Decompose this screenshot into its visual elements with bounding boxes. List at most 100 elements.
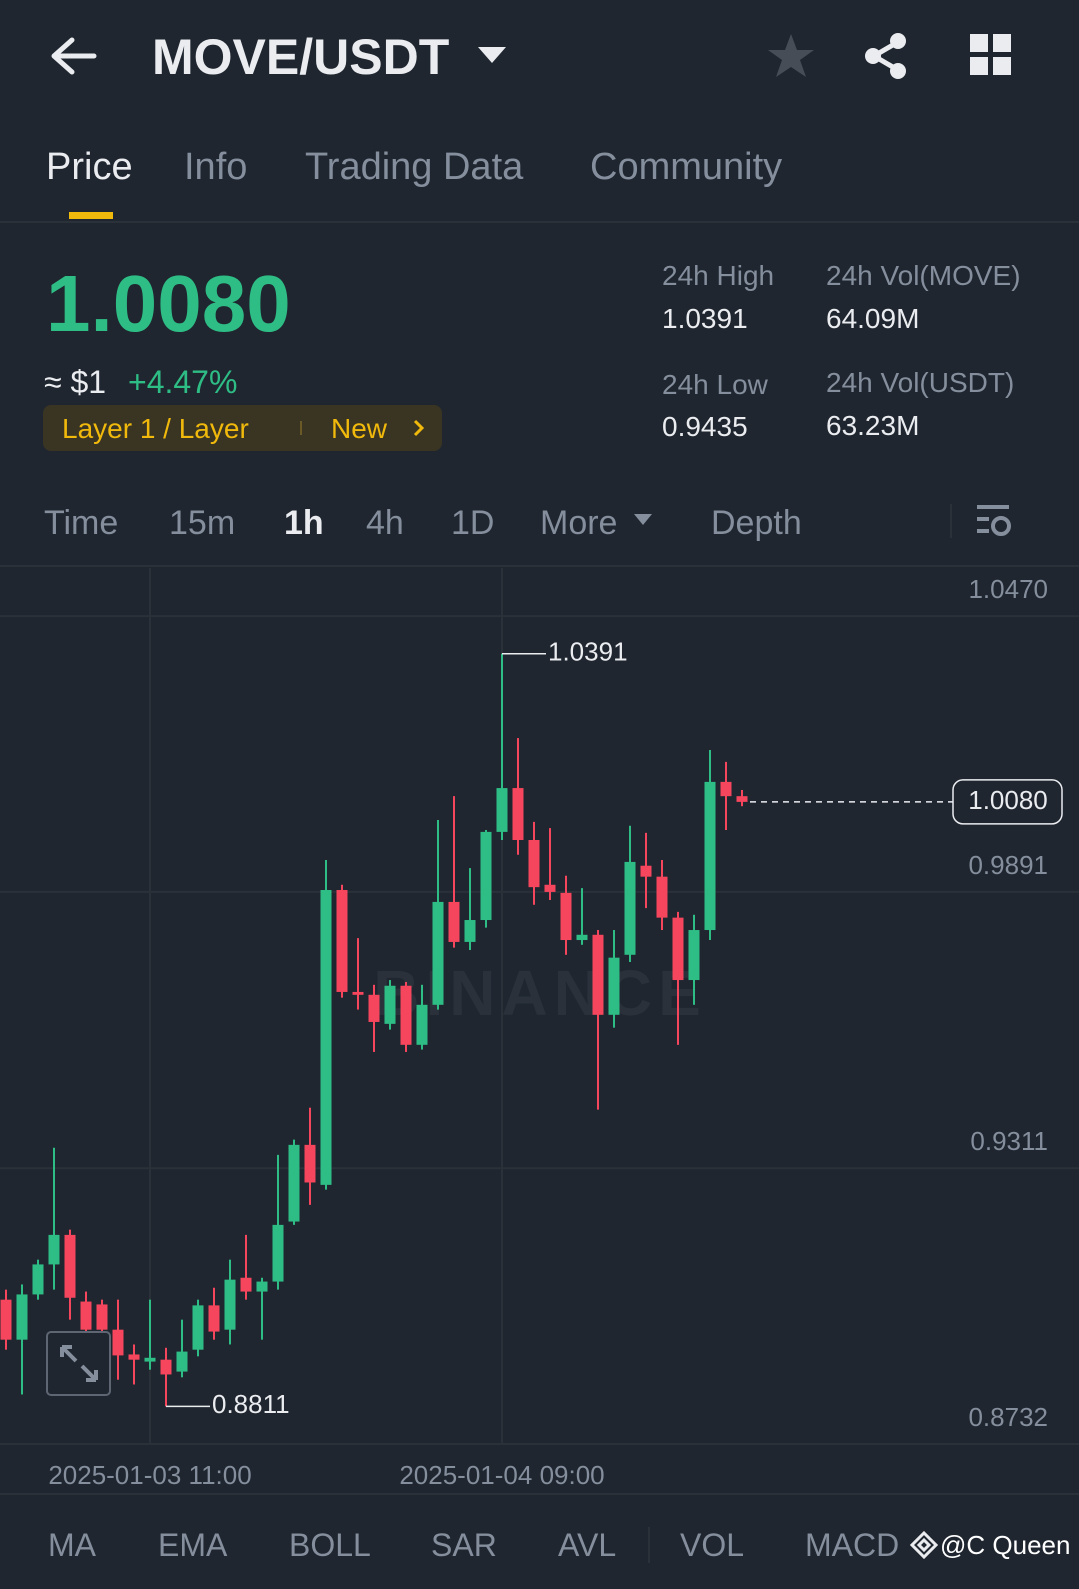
candle-body [208, 1305, 220, 1332]
candle-body [528, 839, 540, 888]
stat-value: 64.09M [826, 303, 920, 334]
chart-settings[interactable] [975, 502, 1013, 540]
indicator[interactable]: VOL [680, 1527, 745, 1563]
indicator[interactable]: AVL [558, 1527, 617, 1563]
tab[interactable]: Price [46, 146, 133, 188]
indicator[interactable]: MA [48, 1527, 96, 1563]
candle-body [640, 865, 652, 877]
candle-body [416, 1004, 428, 1045]
high-label: 1.0391 [548, 637, 628, 667]
candlestick-chart: BINANCE 1.0470 0.9891 0.9311 0.8732 2025-01-0… [0, 568, 1079, 1490]
candle-body [160, 1359, 172, 1375]
candle-body [352, 991, 364, 995]
tab[interactable]: Trading Data [305, 146, 524, 188]
usd-price: ≈ $1 [44, 364, 107, 400]
stat-label: 24h Vol(USDT) [826, 367, 1015, 398]
candle-body [224, 1279, 236, 1330]
expand-button[interactable] [46, 1331, 111, 1396]
interval[interactable]: 15m [169, 504, 236, 542]
expand-icon [60, 1345, 98, 1382]
candle-body [176, 1351, 188, 1372]
stat-value: 0.9435 [662, 411, 748, 442]
candle-body [64, 1234, 76, 1298]
separator [648, 1527, 650, 1563]
tag-box[interactable] [43, 405, 442, 451]
candle-body [512, 788, 524, 840]
candle-body [624, 861, 636, 955]
candle-body [656, 876, 668, 918]
interval[interactable]: Depth [711, 504, 802, 542]
candle-body [368, 994, 380, 1022]
interval[interactable]: Time [44, 504, 119, 542]
stat-value: 1.0391 [662, 303, 748, 334]
candle-body [544, 884, 556, 892]
tag-chevron [413, 419, 425, 437]
divider [0, 1493, 1079, 1495]
y-tick-label: 0.9891 [968, 850, 1048, 880]
candle-body [576, 934, 588, 941]
candle-body [736, 796, 748, 802]
last-price-box [952, 779, 1063, 825]
stat-value: 63.23M [826, 410, 920, 441]
stat-label: 24h Low [662, 369, 768, 400]
divider [0, 565, 1079, 567]
y-tick-label: 0.8732 [968, 1402, 1048, 1432]
expand-box [46, 1331, 111, 1396]
candle-body [672, 917, 684, 981]
candle-body [384, 985, 396, 1024]
credit-logo [910, 1531, 938, 1559]
candle-body [80, 1301, 92, 1330]
tag-separator [300, 421, 302, 435]
candle-body [112, 1329, 124, 1356]
tab[interactable]: Info [184, 146, 248, 188]
candle-body [304, 1144, 316, 1183]
more-dropdown [634, 514, 652, 525]
credit: @C Queen [940, 1530, 1071, 1560]
tag-new[interactable]: New [331, 413, 388, 444]
indicator[interactable]: BOLL [289, 1527, 371, 1563]
candle-body [96, 1304, 108, 1330]
tab-indicator [69, 212, 113, 219]
interval[interactable]: More [540, 504, 618, 542]
last-price-label: 1.0080 [968, 785, 1048, 815]
watermark: BINANCE [373, 957, 707, 1029]
candle-body [448, 901, 460, 942]
pair-dropdown[interactable] [477, 45, 507, 65]
candle-body [704, 781, 716, 931]
low-label: 0.8811 [212, 1389, 290, 1419]
interval[interactable]: 4h [366, 504, 404, 542]
candle-body [0, 1299, 12, 1340]
separator [950, 504, 952, 538]
candle-body [256, 1281, 268, 1292]
favorite-star[interactable] [766, 32, 816, 80]
indicator[interactable]: EMA [158, 1527, 228, 1563]
interval[interactable]: 1D [451, 504, 495, 542]
interval[interactable]: 1h [284, 504, 324, 542]
stat-label: 24h Vol(MOVE) [826, 260, 1021, 291]
back-button[interactable] [48, 36, 98, 76]
candle-body [288, 1144, 300, 1222]
candle-body [688, 930, 700, 981]
candle-body [336, 890, 348, 992]
candle-body [560, 892, 572, 941]
share-button[interactable] [862, 32, 910, 80]
candle-body [480, 831, 492, 921]
candle-body [592, 934, 604, 1015]
candle-body [128, 1354, 140, 1360]
indicator[interactable]: SAR [431, 1527, 497, 1563]
grid-menu[interactable] [970, 34, 1012, 76]
x-tick-label: 2025-01-04 09:00 [399, 1460, 604, 1490]
candle-body [720, 781, 732, 797]
candle-body [240, 1277, 252, 1292]
candle-body [320, 890, 332, 1185]
candle-body [32, 1264, 44, 1295]
pair-title[interactable]: MOVE/USDT [152, 29, 450, 85]
tag[interactable]: Layer 1 / Layer [62, 413, 249, 444]
candle-body [464, 920, 476, 942]
indicator[interactable]: MACD [805, 1527, 900, 1563]
candle-body [48, 1234, 60, 1265]
candle-body [144, 1357, 156, 1362]
last-price: 1.0080 [46, 259, 291, 348]
tab[interactable]: Community [590, 146, 783, 188]
